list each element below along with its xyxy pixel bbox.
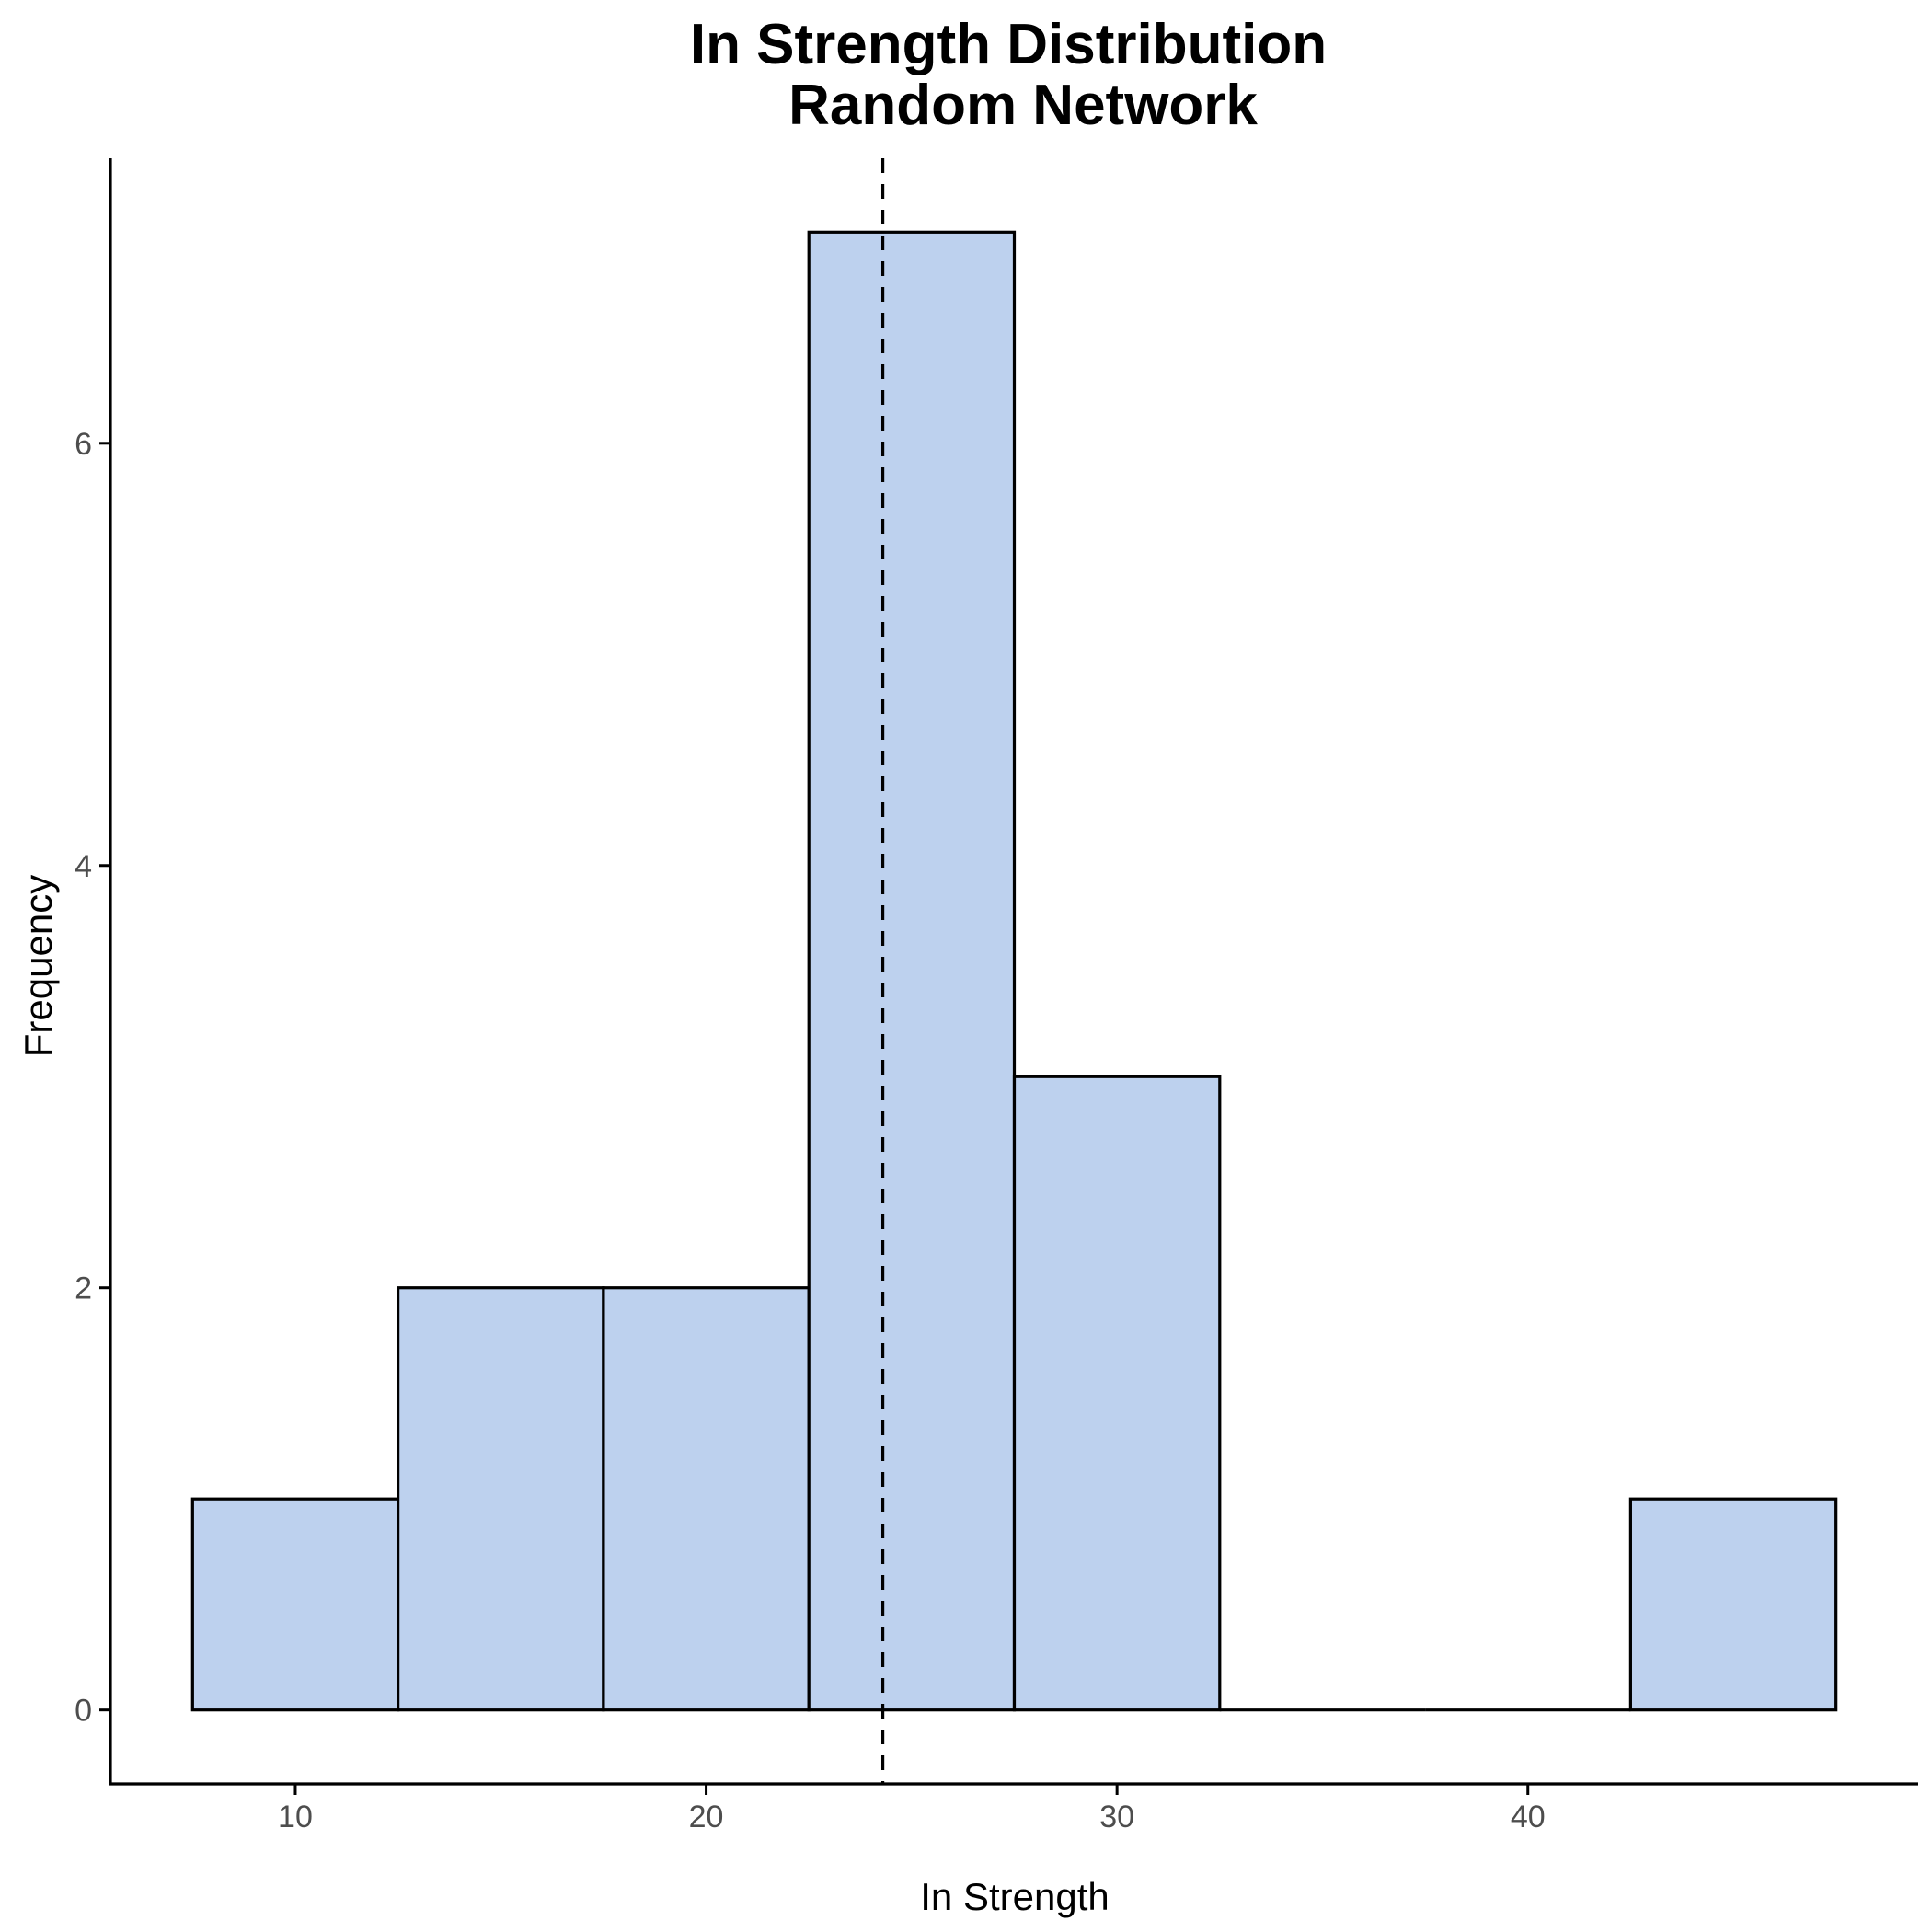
axes — [109, 158, 1918, 1786]
x-axis-ticks: 10 20 30 40 — [278, 1784, 1546, 1834]
x-axis-label: In Strength — [920, 1875, 1109, 1918]
y-axis-label: Frequency — [17, 875, 60, 1057]
y-tick-label-0: 0 — [75, 1694, 92, 1729]
x-tick-label-20: 20 — [689, 1800, 724, 1834]
y-tick-label-6: 6 — [75, 427, 92, 462]
y-tick-label-2: 2 — [75, 1271, 92, 1306]
histogram-bar-2 — [602, 1286, 811, 1712]
histogram-bar-3 — [807, 230, 1017, 1712]
y-axis-ticks: 0 2 4 6 — [75, 427, 110, 1729]
histogram-bar-1 — [397, 1286, 605, 1712]
histogram-bar-7 — [1628, 1497, 1838, 1712]
x-tick-label-10: 10 — [278, 1800, 313, 1834]
chart-title-line-2: Random Network — [788, 74, 1258, 137]
chart-title: In Strength Distribution Random Network — [690, 13, 1327, 137]
x-tick-label-30: 30 — [1099, 1800, 1134, 1834]
histogram-bar-4 — [1012, 1075, 1222, 1712]
histogram-bar-0 — [190, 1497, 400, 1712]
x-tick-label-40: 40 — [1511, 1800, 1546, 1834]
histogram-bars — [190, 230, 1838, 1712]
y-tick-label-4: 4 — [75, 849, 92, 884]
chart-title-line-1: In Strength Distribution — [690, 13, 1327, 76]
